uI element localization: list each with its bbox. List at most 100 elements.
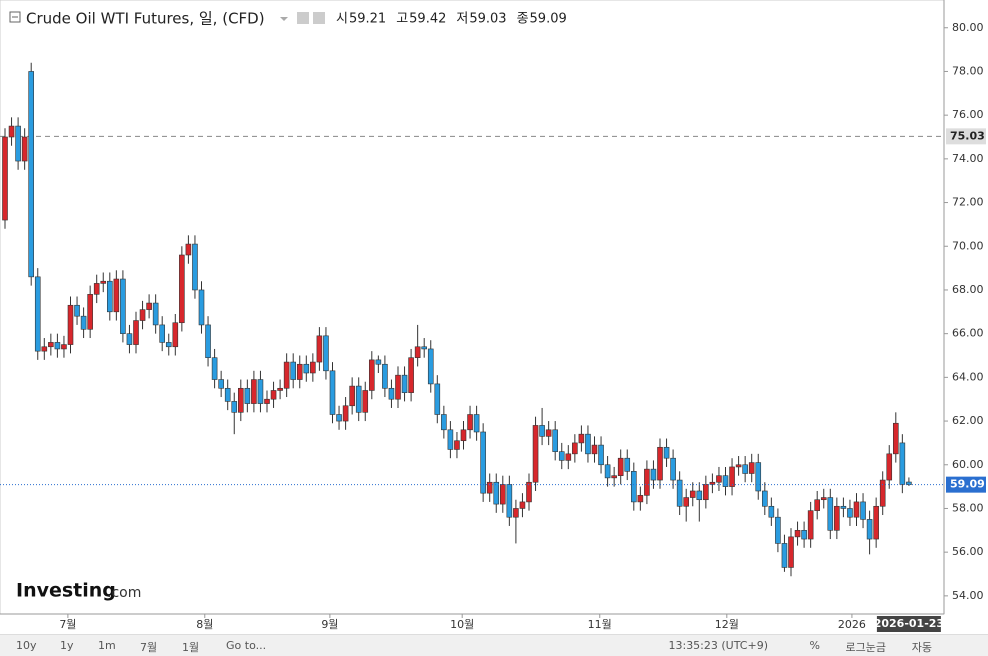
candle-body	[526, 481, 532, 503]
candle-body	[218, 379, 224, 389]
candle-body	[716, 475, 722, 483]
candle-body	[703, 484, 709, 501]
candle-body	[742, 464, 748, 474]
toolbar-button[interactable]: 1m	[98, 639, 116, 652]
y-tick-label: 62.00	[952, 414, 984, 427]
ohlc-label: 시	[336, 12, 348, 27]
toolbar: 10y 1y 1m 7월 1월 Go to... 13:35:23 (UTC+9)% 로그눈금…	[0, 634, 988, 656]
ohlc-label: 종	[517, 12, 529, 27]
candle-body	[853, 501, 860, 518]
dropdown-icon[interactable]	[280, 17, 288, 21]
candle-body	[54, 342, 61, 350]
candle-body	[709, 481, 716, 485]
candle-body	[886, 453, 893, 481]
eye-icon[interactable]	[297, 12, 309, 24]
candle-body	[801, 530, 807, 540]
candle-body	[205, 324, 211, 358]
chart-title: Crude Oil WTI Futures, 일, (CFD)	[26, 10, 265, 28]
candle-body	[670, 457, 676, 481]
candle-body	[362, 390, 369, 413]
toolbar-item[interactable]: 로그눈금	[845, 641, 886, 654]
candle-body	[689, 490, 696, 498]
candle-body	[598, 444, 604, 466]
candle-body	[486, 481, 493, 494]
collapse-icon[interactable]	[9, 11, 21, 23]
toolbar-item[interactable]: 13:35:23 (UTC+9)	[668, 639, 768, 652]
candle-body	[113, 278, 120, 313]
candle-body	[650, 468, 657, 481]
candle-body	[172, 322, 179, 348]
ohlc-value: 59.42	[409, 12, 446, 27]
candle-body	[139, 309, 146, 321]
candle-body	[755, 462, 762, 492]
candle-body	[748, 462, 755, 474]
candle-body	[873, 505, 879, 540]
candle-body	[788, 536, 794, 568]
y-tick-label: 56.00	[952, 545, 984, 558]
candle-body	[427, 348, 434, 385]
candle-body	[820, 497, 827, 501]
ohlc-label: 고	[396, 12, 408, 27]
candle-body	[637, 495, 644, 503]
candle-body	[126, 333, 133, 345]
candle-body	[74, 304, 80, 317]
candle-body	[539, 425, 545, 437]
candle-body	[585, 433, 591, 455]
candle-body	[545, 429, 552, 437]
candle-body	[80, 315, 87, 330]
y-tick-label: 78.00	[952, 64, 984, 77]
candle-body	[447, 429, 454, 450]
candle-body	[617, 457, 624, 476]
candle-body	[224, 387, 231, 402]
toolbar-item[interactable]: 자동	[911, 641, 932, 654]
candle-body	[604, 464, 611, 479]
candle-body	[460, 429, 467, 442]
x-tick-label: 9월	[321, 618, 338, 631]
candle-body	[441, 414, 447, 431]
candle-body	[558, 451, 565, 461]
candle-body	[657, 446, 663, 481]
candle-body	[552, 429, 559, 452]
x-tick-label: 8월	[196, 618, 213, 631]
candle-body	[93, 283, 100, 295]
candle-body	[421, 346, 428, 350]
toolbar-button[interactable]: 10y	[16, 639, 37, 652]
candle-body	[323, 335, 329, 372]
candle-body	[624, 457, 631, 472]
candle-body	[860, 501, 866, 520]
candle-body	[683, 497, 690, 507]
toolbar-button[interactable]: 1월	[182, 641, 200, 654]
toolbar-button[interactable]: 7월	[140, 641, 158, 654]
toolbar-button[interactable]: 1y	[60, 639, 74, 652]
candle-body	[408, 357, 414, 393]
reference-label: 75.03	[950, 129, 985, 142]
toolbar-button[interactable]: Go to...	[226, 639, 267, 652]
settings-icon[interactable]	[313, 12, 325, 24]
candle-body	[152, 302, 159, 326]
ohlc-value: 59.21	[349, 12, 386, 27]
candle-body	[2, 136, 8, 221]
ohlc-label: 저	[456, 12, 468, 27]
candle-body	[814, 499, 821, 511]
candle-body	[729, 466, 735, 487]
candle-body	[565, 453, 572, 461]
y-tick-label: 60.00	[952, 458, 984, 471]
candle-body	[578, 433, 585, 444]
candle-body	[133, 320, 139, 345]
candle-body	[794, 530, 801, 538]
candle-body	[146, 302, 152, 310]
candle-body	[120, 278, 126, 334]
candle-body	[28, 71, 35, 278]
toolbar-item[interactable]: %	[809, 639, 820, 652]
candle-body	[591, 444, 598, 455]
candle-body	[906, 481, 912, 485]
candle-body	[264, 398, 270, 404]
candle-body	[185, 243, 192, 256]
candle-body	[8, 125, 15, 138]
price-label: 59.09	[950, 478, 985, 491]
candle-body	[41, 346, 48, 352]
candle-body	[238, 387, 244, 413]
candle-body	[827, 497, 834, 531]
x-tick-label: 2026	[838, 618, 866, 631]
